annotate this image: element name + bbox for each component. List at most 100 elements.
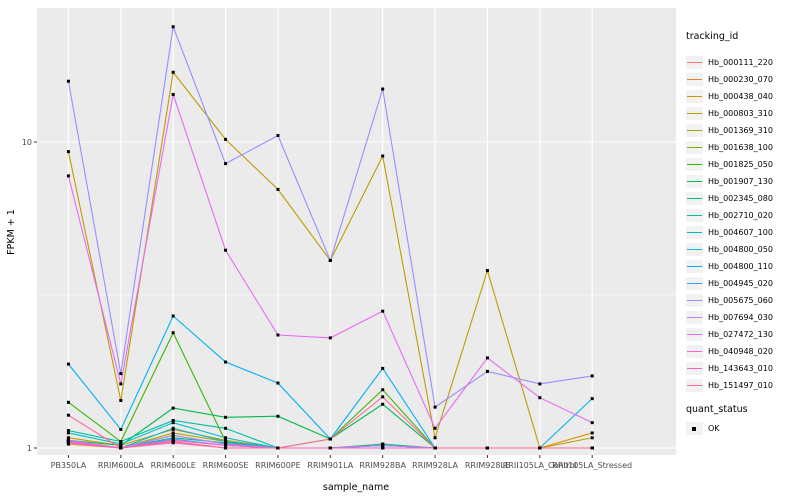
data-point [328, 446, 332, 450]
legend-item-Hb_027472_130: Hb_027472_130 [686, 326, 773, 343]
x-tick-label: RRIM928LE [465, 461, 510, 470]
series-color-swatch [686, 90, 703, 103]
data-point [224, 162, 228, 166]
legend-item-Hb_001825_050: Hb_001825_050 [686, 156, 773, 173]
legend-item-label: OK [708, 424, 720, 433]
series-line-icon [687, 164, 702, 166]
data-point [171, 406, 175, 410]
x-tick-label: RRIM600LA [98, 461, 144, 470]
x-tick-label: RRIM600SE [203, 461, 249, 470]
data-point [224, 440, 228, 444]
data-point [66, 174, 70, 178]
legend-item-Hb_005675_060: Hb_005675_060 [686, 292, 773, 309]
data-point [538, 382, 542, 386]
data-point [590, 436, 594, 440]
legend-item-Hb_004945_020: Hb_004945_020 [686, 275, 773, 292]
data-point [328, 437, 332, 441]
data-point [485, 446, 489, 450]
legend-item-label: Hb_151497_010 [708, 381, 773, 390]
data-point [224, 137, 228, 141]
series-line-icon [687, 351, 702, 353]
data-point [381, 309, 385, 313]
data-point [119, 372, 123, 376]
data-point [381, 395, 385, 399]
data-point [381, 388, 385, 392]
data-point [171, 314, 175, 318]
data-point [224, 446, 228, 450]
legend-item-label: Hb_004800_110 [708, 262, 773, 271]
series-color-swatch [686, 294, 703, 307]
data-point [538, 396, 542, 400]
data-point [328, 258, 332, 262]
data-point [66, 150, 70, 154]
legend-item-label: Hb_007694_030 [708, 313, 773, 322]
data-point [224, 415, 228, 419]
legend-item-Hb_001638_100: Hb_001638_100 [686, 139, 773, 156]
data-point [171, 426, 175, 430]
data-point [381, 366, 385, 370]
data-point [119, 442, 123, 446]
chart-generated-content: 1 10 PB350LA RRIM600LA RRIM600LE RRIM600SE RRI… [22, 8, 676, 470]
series-color-swatch [686, 56, 703, 69]
data-point [171, 433, 175, 437]
legend-item-Hb_040948_020: Hb_040948_020 [686, 343, 773, 360]
data-point [276, 381, 280, 385]
legend-item-Hb_000438_040: Hb_000438_040 [686, 88, 773, 105]
legend-item-Hb_002345_080: Hb_002345_080 [686, 190, 773, 207]
legend-item-label: Hb_005675_060 [708, 296, 773, 305]
legend-shape-title: quant_status [686, 404, 748, 415]
series-color-swatch [686, 192, 703, 205]
data-point [590, 374, 594, 378]
data-point [171, 440, 175, 444]
legend-item-label: Hb_000803_310 [708, 109, 773, 118]
legend-item-Hb_004800_050: Hb_004800_050 [686, 241, 773, 258]
series-color-swatch [686, 158, 703, 171]
data-point [538, 446, 542, 450]
data-point [119, 446, 123, 450]
series-color-swatch [686, 226, 703, 239]
legend-item-label: Hb_027472_130 [708, 330, 773, 339]
series-line-icon [687, 283, 702, 285]
legend-item-Hb_004800_110: Hb_004800_110 [686, 258, 773, 275]
legend-color-title: tracking_id [686, 31, 739, 42]
data-point [381, 443, 385, 447]
series-line-icon [687, 198, 702, 200]
data-point [276, 187, 280, 191]
ok-point-swatch [686, 422, 703, 435]
x-tick-label: RRIM928BA [359, 461, 406, 470]
series-color-swatch [686, 124, 703, 137]
data-point [66, 431, 70, 435]
data-point [224, 248, 228, 252]
data-point [381, 402, 385, 406]
data-point [590, 431, 594, 435]
series-color-swatch [686, 328, 703, 341]
data-point [66, 429, 70, 433]
legend-item-Hb_004607_100: Hb_004607_100 [686, 224, 773, 241]
legend-item-Hb_143643_010: Hb_143643_010 [686, 360, 773, 377]
data-point [590, 397, 594, 401]
series-line-icon [687, 232, 702, 234]
series-color-swatch [686, 311, 703, 324]
series-color-swatch [686, 73, 703, 86]
series-line-icon [687, 130, 702, 132]
legend-item-Hb_000230_070: Hb_000230_070 [686, 71, 773, 88]
data-point [381, 446, 385, 450]
series-color-swatch [686, 175, 703, 188]
data-point [119, 398, 123, 402]
data-point [66, 362, 70, 366]
x-axis-title: sample_name [323, 482, 389, 493]
data-point [171, 418, 175, 422]
y-axis-title: FPKM + 1 [6, 209, 17, 255]
legend-item-label: Hb_143643_010 [708, 364, 773, 373]
x-tick-label: PB350LA [51, 461, 87, 470]
legend-item-label: Hb_004800_050 [708, 245, 773, 254]
data-point [381, 154, 385, 158]
legend-item-label: Hb_000438_040 [708, 92, 773, 101]
x-tick-label: RRIM901LA [307, 461, 353, 470]
x-tick-label: RRIM600LE [151, 461, 196, 470]
legend-item-Hb_007694_030: Hb_007694_030 [686, 309, 773, 326]
data-point [381, 87, 385, 91]
data-point [66, 440, 70, 444]
legend-item-Hb_000111_220: Hb_000111_220 [686, 54, 773, 71]
